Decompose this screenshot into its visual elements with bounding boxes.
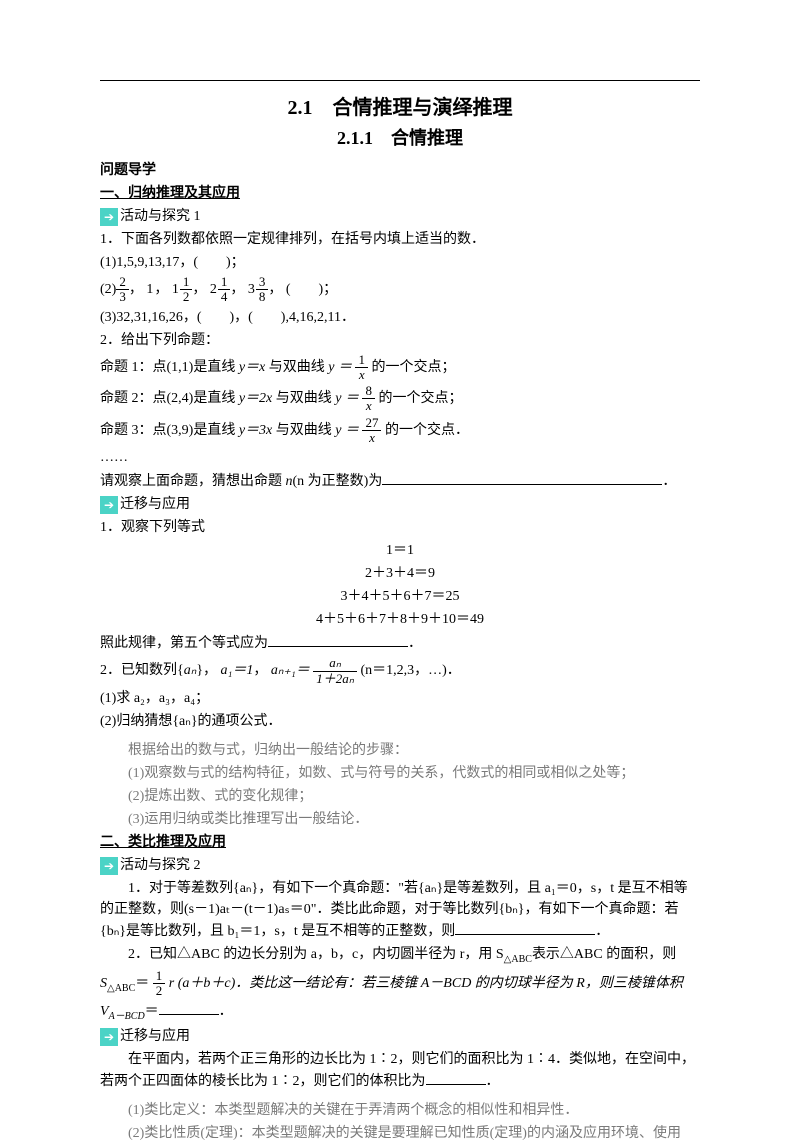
transfer1-label: 迁移与应用 [120,497,190,512]
q1-2: (2)23， 1， 112， 214， 338， ( )； [100,275,700,305]
q2-cmd1: 命题 1：点(1,1)是直线 y＝x 与双曲线 y ＝ 1x 的一个交点； [100,353,700,383]
frac-8-x: 8x [362,384,375,414]
dots: …… [100,447,700,468]
frac-27-x: 27x [362,416,381,446]
eq-2: 2＋3＋4＝9 [100,563,700,584]
q2-cmd2: 命题 2：点(2,4)是直线 y＝2x 与双曲线 y ＝ 8x 的一个交点； [100,384,700,414]
title-h2: 2.1.1 合情推理 [100,125,700,152]
a2-app: 在平面内，若两个正三角形的边长比为 1∶2，则它们的面积比为 1∶4．类似地，在… [100,1049,700,1092]
page: 2.1 合情推理与演绎推理 2.1.1 合情推理 问题导学 一、归纳推理及其应用… [0,0,800,1132]
tips-1: (1)类比定义：本类型题解决的关键在于弄清两个概念的相似性和相异性． [100,1100,700,1121]
arrow-icon: ➔ [100,1028,118,1046]
a2-v: VA－BCD＝． [100,1000,700,1024]
blank-field[interactable] [159,1000,219,1015]
q2-cmd3: 命题 3：点(3,9)是直线 y＝3x 与双曲线 y ＝ 27x 的一个交点． [100,416,700,446]
activity2-row: ➔活动与探究 2 [100,855,700,876]
q2-intro: 2．给出下列命题： [100,330,700,351]
tips-2: (2)类比性质(定理)：本类型题解决的关键是要理解已知性质(定理)的内涵及应用环… [100,1123,700,1144]
q1-intro: 1．下面各列数都依照一定规律排列，在括号内填上适当的数． [100,229,700,250]
q2-ask: 请观察上面命题，猜想出命题 n(n 为正整数)为． [100,470,700,492]
frac-1-2: 12 [180,275,193,305]
frac-half: 12 [153,969,166,999]
frac-1-x: 1x [355,353,368,383]
steps-2: (2)提炼出数、式的变化规律； [100,786,700,807]
arrow-icon: ➔ [100,857,118,875]
seq-q2: (2)归纳猜想{aₙ}的通项公式． [100,711,700,732]
blank-field[interactable] [455,920,595,935]
activity2-label: 活动与探究 2 [120,858,201,873]
blank-field[interactable] [426,1070,486,1085]
section1-title: 一、归纳推理及其应用 [100,183,700,204]
top-rule [100,80,700,81]
transfer2-row: ➔迁移与应用 [100,1026,700,1047]
steps-intro: 根据给出的数与式，归纳出一般结论的步骤： [100,740,700,761]
steps-3: (3)运用归纳或类比推理写出一般结论． [100,809,700,830]
eq-3: 3＋4＋5＋6＋7＝25 [100,586,700,607]
obs-ask: 照此规律，第五个等式应为． [100,632,700,654]
arrow-icon: ➔ [100,496,118,514]
a2-p2: 2．已知△ABC 的边长分别为 a，b，c，内切圆半径为 r，用 S△ABC表示… [100,944,700,967]
a2-p3: S△ABC＝ 12 r (a＋b＋c)．类比这一结论有：若三棱锥 A－BCD 的… [100,969,700,999]
seq-intro: 2．已知数列{aₙ}， a₁＝1， aₙ₊₁＝ aₙ1＋2aₙ (n＝1,2,3… [100,656,700,686]
frac-2-3: 23 [116,275,129,305]
activity1-row: ➔活动与探究 1 [100,206,700,227]
blank-field[interactable] [382,470,662,485]
transfer2-label: 迁移与应用 [120,1029,190,1044]
transfer1-row: ➔迁移与应用 [100,494,700,515]
eq-4: 4＋5＋6＋7＋8＋9＋10＝49 [100,609,700,630]
blank-field[interactable] [268,632,408,647]
seq-q1: (1)求 a₂，a₃，a₄； [100,688,700,709]
arrow-icon: ➔ [100,208,118,226]
q1-1: (1)1,5,9,13,17，( )； [100,252,700,273]
section2-title: 二、类比推理及应用 [100,832,700,853]
frac-1-4: 14 [218,275,231,305]
eq-1: 1＝1 [100,540,700,561]
frac-3-8: 38 [256,275,269,305]
guide-label: 问题导学 [100,160,700,181]
steps-1: (1)观察数与式的结构特征，如数、式与符号的关系，代数式的相同或相似之处等； [100,763,700,784]
a2-p1: 1．对于等差数列{aₙ}，有如下一个真命题："若{aₙ}是等差数列，且 a₁＝0… [100,878,700,942]
activity1-label: 活动与探究 1 [120,209,201,224]
obs-intro: 1．观察下列等式 [100,517,700,538]
title-h1: 2.1 合情推理与演绎推理 [100,93,700,123]
frac-an: aₙ1＋2aₙ [313,656,357,686]
q1-3: (3)32,31,16,26，( )，( ),4,16,2,11． [100,307,700,328]
